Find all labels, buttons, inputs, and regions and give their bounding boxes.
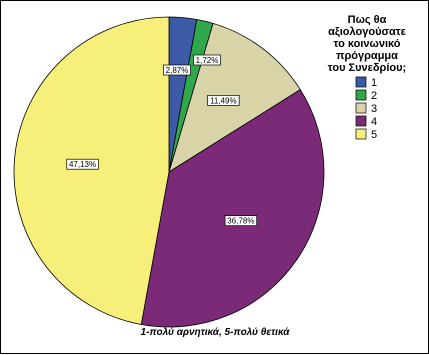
slice-labels: 2,87% 1,72% 11,49% 36,78% 47,13% (66, 54, 258, 227)
slice-label-box-2 (193, 54, 221, 66)
legend-title-line: Πως θα (348, 14, 387, 26)
legend-title-line: πρόγραμμα (336, 50, 398, 62)
legend-label-4: 4 (371, 116, 377, 128)
pie-slices (13, 16, 325, 328)
legend-swatch-3 (355, 102, 367, 114)
slice-label-3: 11,49% (210, 96, 237, 105)
pie-slice-5 (13, 16, 170, 325)
slice-label-2: 1,72% (196, 56, 219, 65)
legend-label-1: 1 (371, 77, 377, 89)
legend-title-line: το κοινωνικό (334, 38, 401, 50)
legend-title-line: του Συνεδρίου; (328, 62, 406, 74)
legend-swatch-4 (355, 115, 367, 127)
legend-title-line: αξιολογούσατε (328, 26, 407, 38)
legend-swatch-1 (355, 76, 367, 88)
legend-label-5: 5 (371, 129, 377, 141)
legend-swatch-2 (355, 89, 367, 101)
pie-slice-4 (140, 89, 325, 328)
slice-label-box-4 (224, 215, 258, 227)
footnote: 1-πολύ αρνητικά, 5-πολύ θετικά (141, 327, 291, 338)
slice-label-box-5 (66, 158, 99, 170)
slice-label-box-3 (207, 95, 240, 106)
legend-swatch-5 (355, 128, 367, 140)
legend-label-2: 2 (371, 90, 377, 102)
slice-label-box-1 (163, 64, 191, 76)
slice-label-4: 36,78% (227, 217, 254, 226)
slice-label-5: 47,13% (69, 160, 96, 169)
slice-label-1: 2,87% (166, 66, 189, 75)
legend-label-3: 3 (371, 103, 377, 115)
